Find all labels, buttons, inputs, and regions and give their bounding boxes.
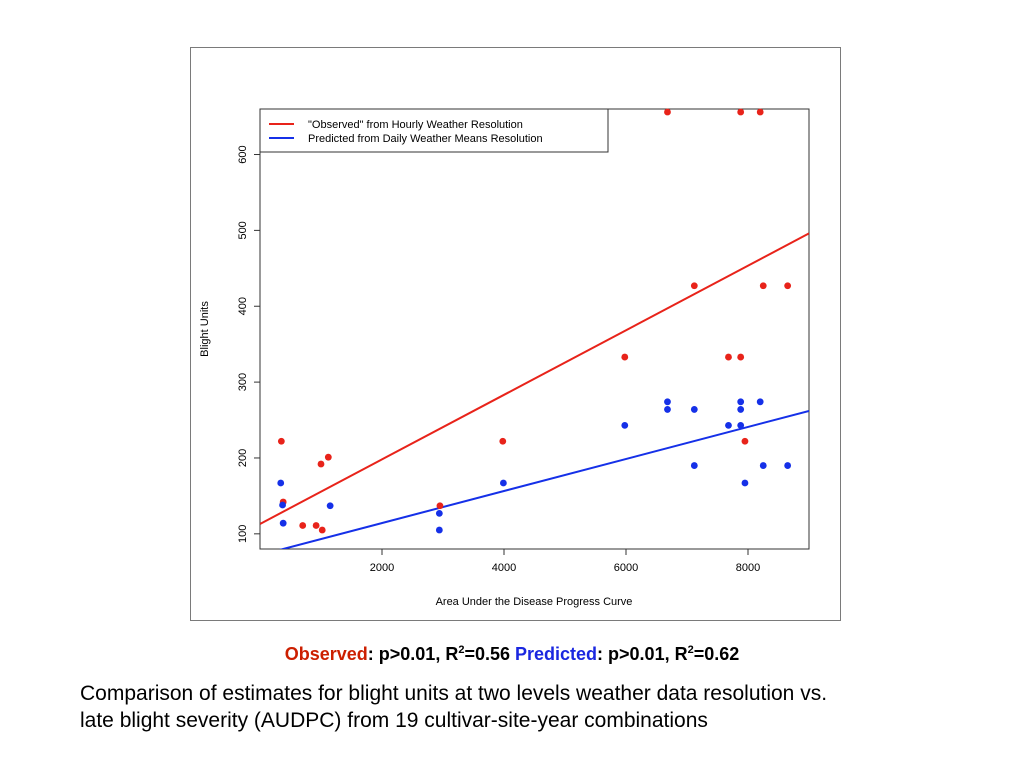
observed-r-squared-exponent: 2 — [458, 644, 465, 656]
data-point-predicted — [664, 406, 671, 413]
observed-stats-label: Observed — [284, 644, 368, 664]
figure-caption: Comparison of estimates for blight units… — [80, 680, 1000, 734]
observed-stats-text: : p>0.01, R — [367, 644, 459, 664]
data-point-predicted — [279, 519, 287, 527]
x-axis: 2000 4000 6000 8000 — [370, 549, 760, 574]
data-point-predicted — [756, 398, 764, 406]
statistics-summary: Observed: p>0.01, R2=0.56 Predicted: p>0… — [0, 644, 1024, 665]
data-point-predicted — [737, 398, 745, 406]
x-tick-label: 8000 — [736, 562, 760, 574]
data-point-predicted — [435, 509, 443, 517]
data-point-observed — [324, 453, 332, 461]
y-tick-label: 600 — [237, 145, 249, 163]
data-point-predicted — [621, 421, 629, 429]
data-point-predicted — [690, 406, 698, 413]
data-point-observed — [756, 108, 764, 116]
data-point-predicted — [499, 479, 507, 487]
scatter-chart: 2000 4000 6000 8000 100 200 300 400 500 600 Area… — [199, 108, 810, 608]
data-point-observed — [690, 282, 698, 290]
data-point-observed — [499, 437, 507, 445]
legend: "Observed" from Hourly Weather Resolutio… — [259, 108, 609, 153]
data-point-observed — [737, 353, 745, 361]
data-point-observed — [277, 437, 285, 445]
y-axis: 100 200 300 400 500 600 — [237, 145, 260, 543]
data-point-predicted — [759, 462, 767, 469]
data-point-predicted — [664, 398, 671, 406]
data-point-predicted — [737, 406, 745, 413]
predicted-stats-text: : p>0.01, R — [597, 644, 688, 664]
x-tick-label: 2000 — [370, 562, 394, 574]
data-point-observed — [436, 502, 444, 510]
y-tick-label: 400 — [237, 297, 249, 315]
predicted-r-squared-value: =0.62 — [693, 644, 740, 664]
legend-box — [259, 108, 609, 153]
data-point-predicted — [279, 501, 286, 509]
data-point-predicted — [435, 526, 443, 534]
y-tick-label: 300 — [237, 373, 249, 391]
data-points — [277, 108, 792, 534]
data-point-observed — [759, 282, 767, 290]
data-point-observed — [737, 108, 745, 116]
data-point-predicted — [277, 479, 285, 487]
legend-label-predicted: Predicted from Daily Weather Means Resol… — [308, 133, 543, 145]
caption-line-2: late blight severity (AUDPC) from 19 cul… — [80, 709, 708, 732]
fit-lines — [260, 232, 809, 549]
y-tick-label: 100 — [237, 525, 249, 543]
y-tick-label: 500 — [237, 221, 249, 239]
data-point-observed — [784, 282, 792, 290]
fit-line-observed — [260, 232, 809, 525]
predicted-stats-label: Predicted — [515, 644, 598, 664]
data-point-observed — [318, 526, 326, 534]
data-point-observed — [312, 522, 320, 529]
figure-frame: 2000 4000 6000 8000 100 200 300 400 500 600 Area… — [190, 47, 841, 621]
caption-line-1: Comparison of estimates for blight units… — [80, 682, 828, 705]
data-point-observed — [741, 437, 749, 445]
y-tick-label: 200 — [237, 449, 249, 467]
data-point-predicted — [737, 421, 745, 429]
data-point-observed — [299, 522, 307, 529]
x-tick-label: 4000 — [492, 562, 516, 574]
predicted-r-squared-exponent: 2 — [687, 644, 694, 656]
fit-line-predicted — [279, 409, 809, 549]
x-tick-label: 6000 — [614, 562, 638, 574]
data-point-predicted — [784, 462, 792, 469]
data-point-observed — [664, 108, 671, 116]
data-point-predicted — [690, 462, 698, 469]
data-point-predicted — [741, 479, 749, 487]
observed-r-squared-value: =0.56 — [464, 644, 510, 664]
data-point-observed — [317, 460, 325, 468]
y-axis-label: Blight Units — [199, 301, 211, 357]
data-point-predicted — [326, 502, 334, 510]
data-point-predicted — [725, 421, 732, 429]
legend-label-observed: "Observed" from Hourly Weather Resolutio… — [308, 119, 523, 131]
x-axis-label: Area Under the Disease Progress Curve — [436, 596, 633, 608]
data-point-observed — [621, 353, 629, 361]
data-point-observed — [725, 353, 732, 361]
